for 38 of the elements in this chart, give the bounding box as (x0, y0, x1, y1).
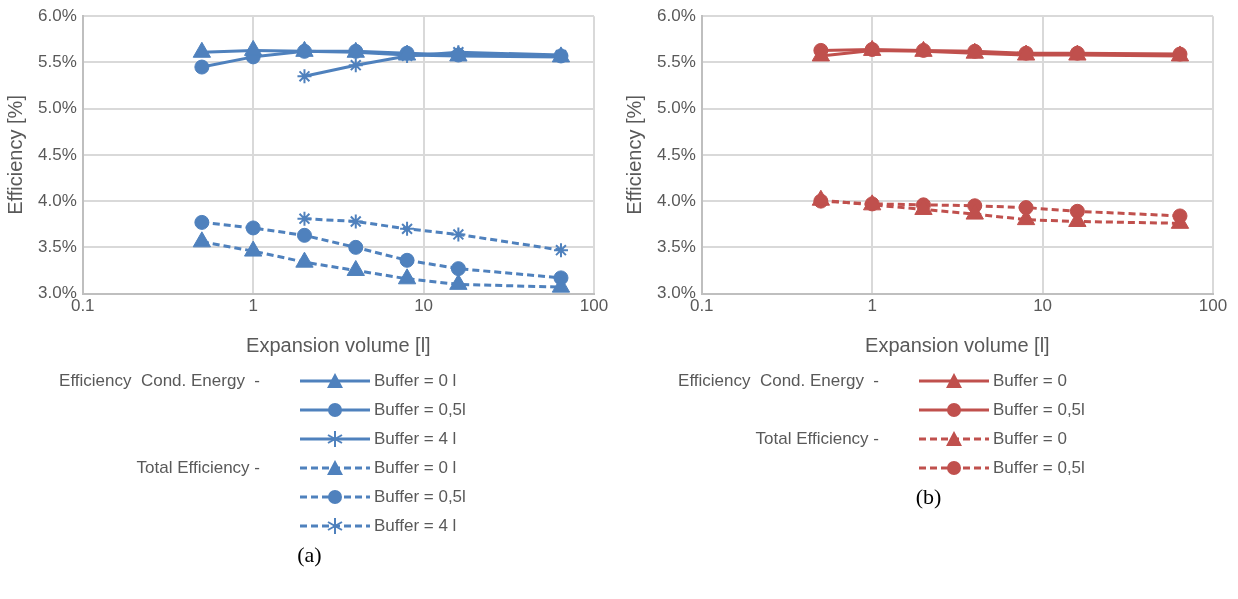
y-tick-label: 3.5% (38, 237, 77, 257)
x-tick-label: 1 (248, 296, 258, 316)
text: Total Efficiency - (754, 428, 880, 449)
text: Total Efficiency - (135, 457, 261, 478)
text: Efficiency Cond. Energy - (677, 370, 880, 391)
y-tick-label: 6.0% (38, 5, 77, 25)
x-tick-label: 100 (1198, 296, 1228, 316)
legend-label: Buffer = 0,5l (993, 457, 1085, 478)
y-tick-label: 4.0% (657, 190, 696, 210)
legend-label: Buffer = 0 l (374, 370, 457, 391)
legend-label: Buffer = 0,5l (374, 486, 466, 507)
legend-label: Buffer = 4 l (374, 428, 457, 449)
legend-label: Buffer = 0 l (374, 457, 457, 478)
text: Efficiency Cond. Energy - (58, 370, 261, 391)
x-axis-title: Expansion volume [l] (246, 333, 431, 356)
y-axis-title: Efficiency [%] (3, 95, 26, 215)
y-tick-label: 5.5% (38, 52, 77, 72)
text: (b) (914, 484, 943, 510)
x-tick-label: 10 (1033, 296, 1053, 316)
y-tick-label: 5.0% (38, 98, 77, 118)
y-tick-label: 4.5% (657, 144, 696, 164)
legend-label: Buffer = 0,5l (374, 399, 466, 420)
y-tick-label: 4.0% (38, 190, 77, 210)
legend-label: Buffer = 0 (993, 428, 1067, 449)
legend-label: Buffer = 0 (993, 370, 1067, 391)
y-tick-label: 3.5% (657, 237, 696, 257)
x-tick-label: 100 (579, 296, 609, 316)
x-tick-label: 1 (867, 296, 877, 316)
x-tick-label: 10 (414, 296, 434, 316)
y-tick-label: 4.5% (38, 144, 77, 164)
text: (a) (296, 542, 323, 568)
y-tick-label: 5.0% (657, 98, 696, 118)
legend-label: Buffer = 4 l (374, 515, 457, 536)
y-axis-title: Efficiency [%] (622, 95, 645, 215)
y-tick-label: 6.0% (657, 5, 696, 25)
y-tick-label: 5.5% (657, 52, 696, 72)
x-axis-title: Expansion volume [l] (865, 333, 1050, 356)
legend-label: Buffer = 0,5l (993, 399, 1085, 420)
